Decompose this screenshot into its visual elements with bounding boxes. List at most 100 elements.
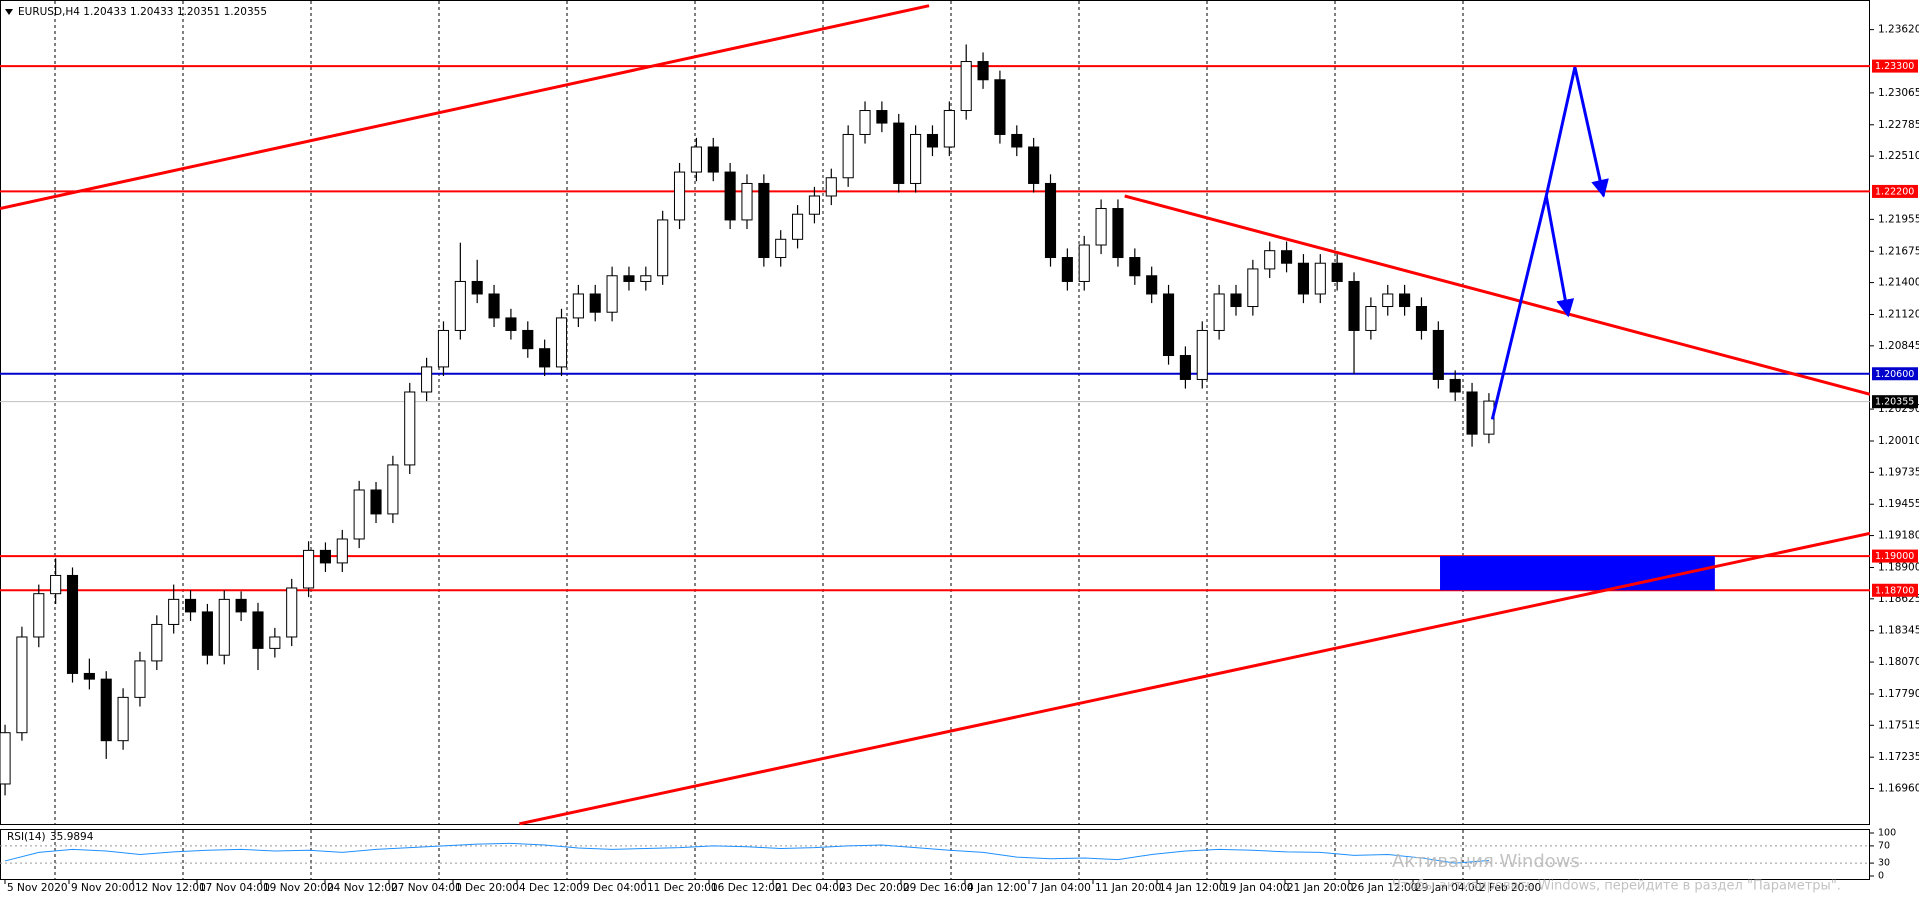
candle-body bbox=[910, 133, 922, 184]
candle-body bbox=[353, 489, 365, 540]
candle-body bbox=[168, 598, 180, 625]
level-tag bbox=[1872, 59, 1918, 73]
candle-body bbox=[606, 275, 618, 313]
y-tick-label: 1.17515 bbox=[1878, 719, 1919, 731]
candle-body bbox=[1432, 329, 1444, 380]
candle-body bbox=[1348, 280, 1360, 331]
candle-body bbox=[488, 293, 500, 319]
candle-body bbox=[539, 348, 551, 368]
candle-body bbox=[454, 280, 466, 331]
x-tick-label: 23 Dec 20:00 bbox=[839, 882, 910, 894]
x-tick-label: 1 Dec 20:00 bbox=[455, 882, 519, 894]
menu-icon[interactable] bbox=[5, 9, 13, 15]
x-tick-label: 29 Dec 16:00 bbox=[903, 882, 974, 894]
trend-line bbox=[1124, 194, 1870, 396]
candle-body bbox=[842, 133, 854, 179]
rsi-line bbox=[4, 842, 1489, 864]
x-tick-label: 12 Nov 12:00 bbox=[135, 882, 206, 894]
y-tick-label: 1.21955 bbox=[1878, 213, 1919, 225]
watermark-title: Активация Windows bbox=[1392, 851, 1580, 872]
projection-path bbox=[1490, 66, 1609, 420]
candle-body bbox=[589, 293, 601, 313]
candle-body bbox=[775, 238, 787, 259]
y-tick-label: 1.21120 bbox=[1878, 309, 1919, 321]
candle-body bbox=[100, 678, 112, 742]
level-tag bbox=[1872, 395, 1918, 409]
y-tick-label: 1.21400 bbox=[1878, 277, 1919, 289]
candle-body bbox=[505, 317, 517, 331]
x-tick-label: 24 Nov 12:00 bbox=[327, 882, 398, 894]
candle-body bbox=[33, 593, 45, 638]
candle-body bbox=[1078, 244, 1090, 282]
level-label: 1.22200 bbox=[1875, 186, 1914, 197]
candle-body bbox=[1247, 268, 1259, 308]
rsi-name: RSI(14) bbox=[7, 831, 46, 843]
candle-body bbox=[960, 61, 972, 112]
y-tick-label: 1.21675 bbox=[1878, 245, 1919, 257]
x-tick-label: 14 Jan 12:00 bbox=[1159, 882, 1225, 894]
candle-body bbox=[657, 219, 669, 277]
candle-body bbox=[1365, 306, 1377, 331]
candle-body bbox=[471, 280, 483, 295]
candle-body bbox=[1297, 262, 1309, 295]
trend-line bbox=[519, 531, 1870, 825]
candle-body bbox=[859, 110, 871, 135]
y-tick-label: 1.19455 bbox=[1878, 498, 1919, 510]
candle-body bbox=[1095, 208, 1107, 246]
x-tick-label: 26 Jan 12:00 bbox=[1351, 882, 1417, 894]
level-label: 1.18700 bbox=[1875, 585, 1914, 596]
level-tag bbox=[1872, 367, 1918, 381]
candle-body bbox=[1044, 182, 1057, 259]
y-tick-label: 1.19735 bbox=[1878, 466, 1919, 478]
candle-body bbox=[319, 549, 331, 564]
y-tick-label: 1.20010 bbox=[1878, 435, 1919, 447]
y-tick-label: 1.17790 bbox=[1878, 688, 1919, 700]
main-panel bbox=[0, 0, 1870, 825]
x-tick-label: 17 Nov 04:00 bbox=[199, 882, 270, 894]
projection-path bbox=[1544, 195, 1575, 318]
candle-body bbox=[83, 672, 95, 680]
level-label: 1.20355 bbox=[1875, 397, 1914, 408]
candle-body bbox=[1399, 293, 1411, 308]
candle-body bbox=[252, 611, 264, 649]
candle-body bbox=[286, 587, 298, 638]
candle-body bbox=[1415, 306, 1428, 331]
candle-body bbox=[303, 549, 315, 589]
watermark-text: Чтобы активировать Windows, перейдите в … bbox=[1392, 879, 1841, 894]
y-tick-label: 1.18345 bbox=[1878, 625, 1919, 637]
candle-body bbox=[1129, 257, 1141, 277]
x-tick-label: 7 Jan 04:00 bbox=[1031, 882, 1091, 894]
candle-body bbox=[977, 61, 989, 81]
y-tick-label: 1.19180 bbox=[1878, 530, 1919, 542]
x-tick-label: 11 Dec 20:00 bbox=[647, 882, 718, 894]
candle-body bbox=[134, 660, 146, 698]
candle-body bbox=[269, 636, 281, 649]
x-tick-label: 4 Jan 12:00 bbox=[967, 882, 1027, 894]
candle-body bbox=[404, 391, 416, 466]
rsi-tick-label: 30 bbox=[1878, 858, 1890, 869]
x-tick-label: 21 Dec 04:00 bbox=[775, 882, 846, 894]
candle-body bbox=[218, 598, 230, 656]
candle-body bbox=[184, 598, 197, 613]
x-tick-label: 2 Feb 20:00 bbox=[1479, 882, 1541, 894]
candle-body bbox=[640, 275, 652, 282]
candle-body bbox=[741, 182, 753, 221]
candle-body bbox=[1011, 133, 1023, 148]
candle-body bbox=[792, 213, 804, 240]
candle-body bbox=[724, 171, 736, 221]
candle-body bbox=[421, 366, 433, 393]
candle-body bbox=[673, 171, 686, 221]
level-tag bbox=[1872, 583, 1918, 597]
level-tag bbox=[1872, 549, 1918, 563]
candle-body bbox=[235, 598, 247, 613]
y-tick-label: 1.18070 bbox=[1878, 656, 1919, 668]
candle-body bbox=[117, 696, 129, 742]
candle-body bbox=[336, 538, 348, 564]
y-tick-label: 1.22510 bbox=[1878, 150, 1919, 162]
candle-body bbox=[1028, 146, 1040, 184]
level-label: 1.20600 bbox=[1875, 369, 1914, 380]
x-tick-label: 19 Jan 04:00 bbox=[1223, 882, 1289, 894]
candle-body bbox=[876, 110, 888, 124]
x-tick-label: 11 Jan 20:00 bbox=[1095, 882, 1161, 894]
candle-body bbox=[1466, 391, 1478, 435]
